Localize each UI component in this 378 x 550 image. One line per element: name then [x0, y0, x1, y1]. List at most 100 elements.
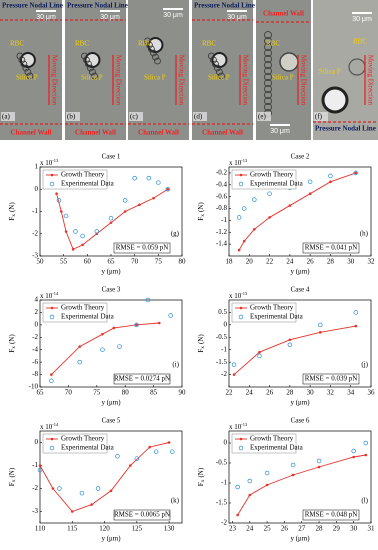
y-tick-label: -1.5 [216, 358, 228, 366]
data-point [290, 462, 296, 468]
data-point [351, 448, 356, 454]
x-tick-label: 120 [99, 525, 110, 533]
y-tick-label: 0 [35, 320, 39, 328]
legend-label: Experimental Data [61, 313, 115, 321]
y-label-sub: x [200, 214, 206, 217]
data-point [235, 484, 240, 490]
x-tick-label: 60 [84, 258, 92, 266]
x-tick-label: 55 [60, 258, 68, 266]
nodal-label: Pressure Nodal Line [2, 2, 63, 10]
y-label-main: F [197, 217, 205, 221]
y-tick-label: -1.4 [216, 240, 228, 248]
scale-label: 30 μm [100, 14, 120, 21]
y-tick-label: -1 [221, 345, 227, 353]
y-label-unit: (N) [8, 467, 16, 477]
rbc [85, 60, 92, 68]
y-tick-label: -4 [32, 345, 38, 353]
rbc [150, 49, 157, 57]
scale-factor: x 10-14 [40, 291, 59, 300]
y-tick-label: -0.5 [216, 333, 228, 341]
x-tick-label: 70 [65, 389, 73, 397]
wall-label: Channel Wall [263, 10, 304, 18]
theory-point [71, 248, 75, 251]
rbc [22, 64, 30, 72]
rbc [89, 68, 96, 76]
direction-label: Moving Direction [366, 55, 374, 106]
panel-tag: (c) [130, 113, 138, 121]
rbc [264, 73, 272, 81]
y-tick-label: 0 [224, 320, 228, 328]
silica-particle [84, 52, 101, 68]
scale-text: x 10 [229, 159, 242, 167]
rbc [264, 37, 272, 45]
x-tick-label: 18 [226, 258, 234, 266]
x-axis-label: y (μm) [101, 535, 121, 543]
theory-point [364, 453, 368, 457]
scale-factor: x 10-13 [229, 291, 248, 300]
theory-point [78, 345, 82, 348]
x-tick-label: 90 [179, 389, 187, 397]
chart-title: Case 1 [102, 153, 121, 161]
theory-line [238, 172, 356, 251]
legend-marker [238, 181, 244, 187]
theory-point [248, 493, 252, 497]
data-point [73, 229, 78, 234]
theory-point [318, 331, 322, 334]
rbc [264, 97, 272, 105]
rmse-label: RMSE = 0.039 pN [305, 375, 358, 383]
rbc [20, 60, 28, 68]
scale-power: -13 [241, 422, 248, 427]
theory-point [135, 323, 138, 327]
legend-label: Experimental Data [250, 444, 304, 452]
theory-point [354, 171, 358, 175]
rbc [264, 67, 272, 75]
data-point [134, 322, 139, 328]
legend-label: Growth Theory [250, 304, 294, 312]
y-axis-label: Fx (N) [197, 202, 207, 221]
rbc-label: RBC [202, 40, 216, 48]
x-axis-label: y (μm) [290, 535, 310, 543]
silica-label: Silica P [81, 74, 103, 82]
rbc [208, 52, 215, 60]
x-tick-label: 28 [286, 389, 294, 397]
x-tick-label: 29 [333, 525, 341, 533]
theory-point [101, 332, 104, 336]
data-point [146, 175, 152, 181]
rbc [18, 56, 26, 64]
rmse-label: RMSE = 0.041 pN [305, 244, 358, 252]
theory-line [51, 322, 160, 375]
rbc-label: RBC [353, 38, 367, 46]
data-point [287, 342, 293, 347]
panel-tag: (a) [2, 113, 10, 121]
theory-point [329, 180, 332, 184]
y-tick-label: 1 [35, 163, 39, 171]
rmse-box [302, 509, 360, 521]
scale-power: -14 [52, 422, 59, 427]
rbc [144, 37, 151, 45]
silica-particle [19, 52, 36, 68]
chart-title: Case 4 [291, 286, 310, 294]
rbc [210, 56, 217, 64]
theory-point [109, 489, 113, 493]
rbc [26, 72, 34, 80]
legend-marker [50, 306, 54, 310]
data-point [56, 198, 62, 203]
scale-label: 30 μm [163, 12, 183, 19]
x-axis-label: y (μm) [290, 268, 310, 276]
y-tick-label: -8 [32, 370, 38, 378]
legend-label: Growth Theory [61, 304, 105, 312]
legend-label: Experimental Data [250, 313, 304, 321]
data-point [264, 470, 270, 476]
legend-label: Growth Theory [61, 171, 105, 179]
data-point [115, 454, 120, 459]
scale-label: 30 μm [270, 128, 290, 135]
rbc [212, 60, 219, 68]
theory-point [166, 187, 170, 191]
nodal-label: Pressure Nodal Line [194, 2, 255, 10]
legend-marker [49, 445, 55, 451]
y-tick-label: -1 [32, 207, 38, 215]
data-point [353, 170, 359, 176]
tag-bg [66, 112, 80, 121]
data-point [267, 191, 272, 196]
